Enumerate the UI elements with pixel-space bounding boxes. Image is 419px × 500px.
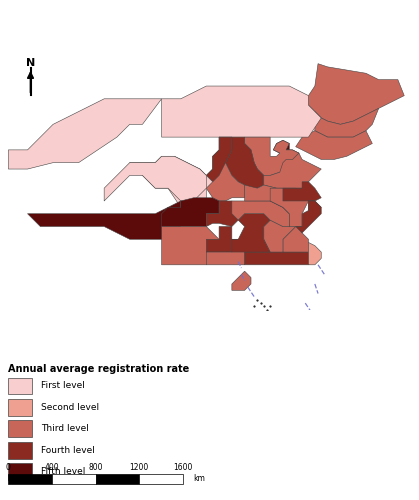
Bar [8,474,52,484]
Bar [8,442,32,459]
Text: First level: First level [41,382,85,390]
Bar [52,474,96,484]
Text: Second level: Second level [41,403,99,412]
Bar [8,378,32,394]
Bar [96,474,139,484]
Text: 1600: 1600 [173,463,192,472]
Bar [8,399,32,416]
Bar [8,420,32,438]
Text: km: km [194,474,205,484]
Text: Third level: Third level [41,424,89,434]
Text: 0: 0 [6,463,11,472]
Text: Annual average registration rate: Annual average registration rate [8,364,190,374]
Text: 800: 800 [88,463,103,472]
Bar [8,464,32,480]
Bar [139,474,183,484]
Text: 1200: 1200 [129,463,149,472]
Text: Fifth level: Fifth level [41,468,85,476]
Text: Fourth level: Fourth level [41,446,95,455]
Text: 400: 400 [45,463,59,472]
Text: N: N [26,58,35,68]
